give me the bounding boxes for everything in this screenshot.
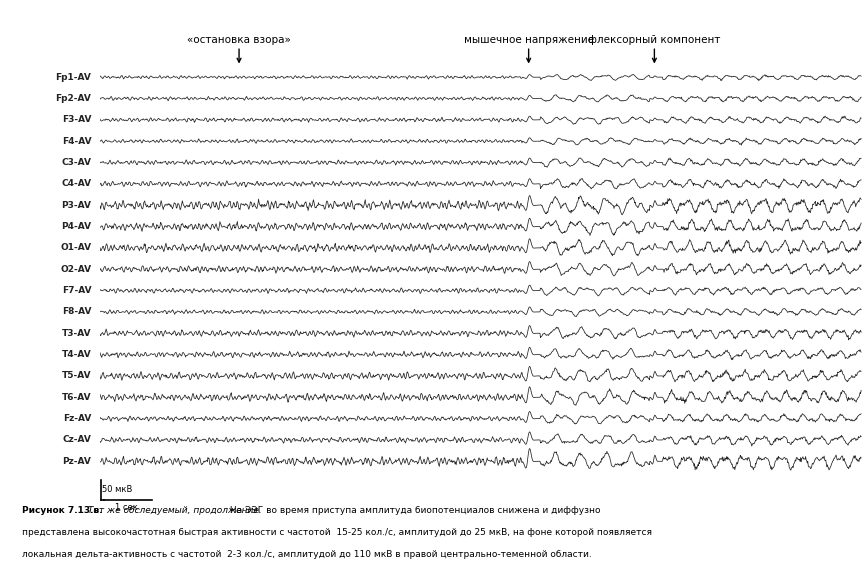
- Text: T3-AV: T3-AV: [61, 329, 92, 338]
- Text: T4-AV: T4-AV: [61, 350, 92, 359]
- Text: Рисунок 7.13.в.: Рисунок 7.13.в.: [22, 506, 102, 515]
- Text: C4-AV: C4-AV: [61, 179, 92, 188]
- Text: Fp1-AV: Fp1-AV: [55, 73, 92, 81]
- Text: 1 сек.: 1 сек.: [115, 503, 140, 512]
- Text: 50 мкВ: 50 мкВ: [102, 486, 132, 494]
- Text: P4-AV: P4-AV: [61, 222, 92, 231]
- Text: T5-AV: T5-AV: [61, 372, 92, 380]
- Text: «остановка взора»: «остановка взора»: [187, 35, 291, 45]
- Text: мышечное напряжение: мышечное напряжение: [463, 35, 594, 45]
- Text: P3-AV: P3-AV: [61, 201, 92, 210]
- Text: представлена высокочастотная быстрая активности с частотой  15-25 кол./с, амплит: представлена высокочастотная быстрая акт…: [22, 528, 651, 537]
- Text: F3-AV: F3-AV: [62, 116, 92, 124]
- Text: O1-AV: O1-AV: [61, 243, 92, 253]
- Text: локальная дельта-активность с частотой  2-3 кол./с, амплитудой до 110 мкВ в прав: локальная дельта-активность с частотой 2…: [22, 550, 591, 559]
- Text: На ЭЭГ во время приступа амплитуда биопотенциалов снижена и диффузно: На ЭЭГ во время приступа амплитуда биопо…: [227, 506, 600, 515]
- Text: C3-AV: C3-AV: [61, 158, 92, 167]
- Text: F4-AV: F4-AV: [61, 136, 92, 146]
- Text: Тот же обследуемый, продолжение.: Тот же обследуемый, продолжение.: [85, 506, 262, 515]
- Text: Fp2-AV: Fp2-AV: [55, 94, 92, 103]
- Text: T6-AV: T6-AV: [61, 393, 92, 402]
- Text: Pz-AV: Pz-AV: [62, 457, 92, 466]
- Text: F8-AV: F8-AV: [62, 307, 92, 316]
- Text: Fz-AV: Fz-AV: [63, 414, 92, 423]
- Text: Cz-AV: Cz-AV: [62, 435, 92, 444]
- Text: флексорный компонент: флексорный компонент: [588, 35, 721, 45]
- Text: O2-AV: O2-AV: [61, 265, 92, 274]
- Text: F7-AV: F7-AV: [61, 286, 92, 295]
